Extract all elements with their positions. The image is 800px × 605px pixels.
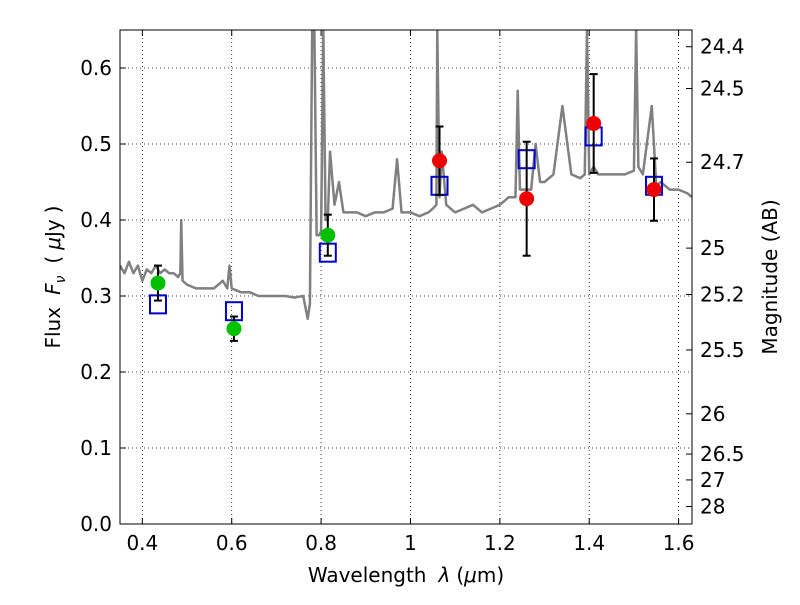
optical-photometry-point: [226, 321, 242, 337]
y-tick-label: 0.0: [80, 512, 112, 536]
y-tick-label: 0.6: [80, 56, 112, 80]
y-tick-label: 0.3: [80, 284, 112, 308]
x-tick-label: 0.4: [126, 531, 158, 555]
y-tick-label: 0.1: [80, 436, 112, 460]
x-axis-label: Wavelength λ (μm): [308, 563, 504, 587]
y-tick-label: 0.5: [80, 132, 112, 156]
grid-layer: [120, 30, 692, 525]
nir-photometry-point: [646, 182, 662, 198]
nir-photometry-point: [432, 153, 448, 169]
y2-tick-label: 25.2: [700, 282, 745, 306]
y2-tick-label: 25.5: [700, 338, 745, 362]
plot-frame: [119, 29, 693, 525]
optical-photometry-point: [320, 227, 336, 243]
plot-layer: [120, 30, 692, 342]
y2-tick-label: 24.4: [700, 35, 745, 59]
tick-layer: 0.4 0.6 0.8 1 1.2 1.4 1.6 0.0 0.1 0.2 0.3 0.4 0.5 0.6…: [80, 30, 745, 555]
x-tick-label: 0.6: [216, 531, 248, 555]
y2-tick-label: 28: [700, 495, 725, 519]
nir-photometry-point: [586, 115, 602, 131]
model-spectrum-line: [120, 30, 692, 321]
nir-photometry-point: [519, 191, 535, 207]
x-tick-label: 1.4: [573, 531, 605, 555]
y-axis-label: FluxFν(μJy): [41, 205, 69, 348]
y-tick-label: 0.4: [80, 208, 112, 232]
y2-tick-label: 26: [700, 402, 725, 426]
y2-tick-label: 24.5: [700, 77, 745, 101]
x-tick-label: 1: [404, 531, 417, 555]
optical-photometry-point: [150, 275, 166, 291]
y2-tick-label: 26.5: [700, 442, 745, 466]
x-tick-label: 1.2: [484, 531, 516, 555]
y2-tick-label: 27: [700, 468, 725, 492]
y2-tick-label: 25: [700, 236, 725, 260]
x-tick-label: 1.6: [663, 531, 695, 555]
y2-axis-label: Magnitude (AB): [758, 199, 782, 354]
y2-tick-label: 24.7: [700, 150, 745, 174]
x-tick-label: 0.8: [305, 531, 337, 555]
y-tick-label: 0.2: [80, 360, 112, 384]
